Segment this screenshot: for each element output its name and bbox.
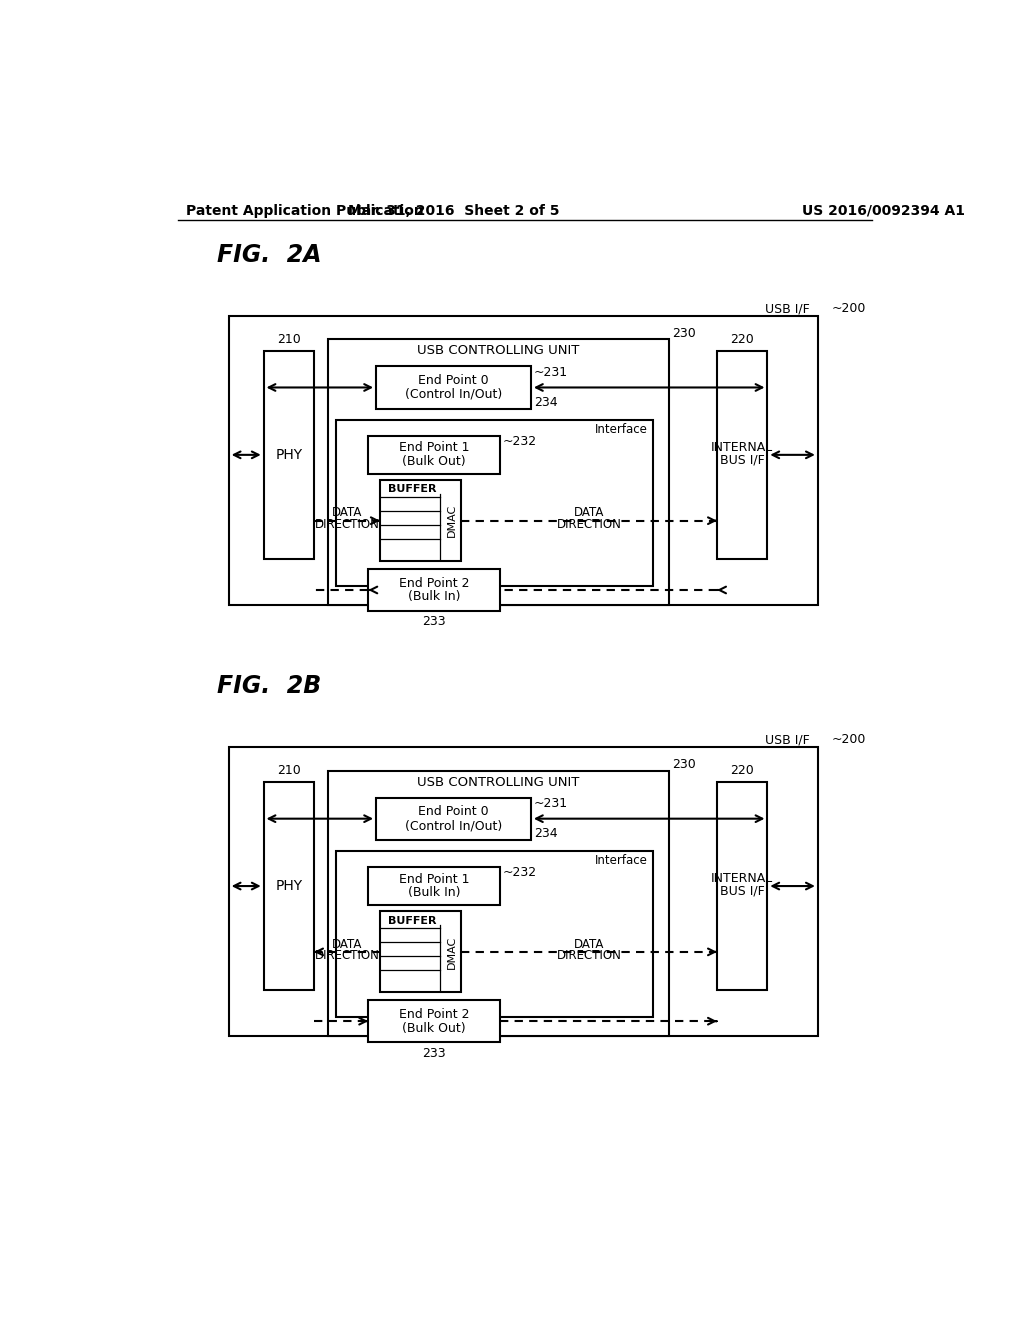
Text: 234: 234 xyxy=(535,828,558,841)
Text: (Bulk In): (Bulk In) xyxy=(408,590,461,603)
Text: 230: 230 xyxy=(672,758,695,771)
Text: DATA: DATA xyxy=(573,937,604,950)
Text: BUFFER: BUFFER xyxy=(388,484,436,495)
Text: End Point 0: End Point 0 xyxy=(418,374,488,387)
Text: DIRECTION: DIRECTION xyxy=(557,949,622,962)
Text: INTERNAL: INTERNAL xyxy=(711,441,773,454)
Bar xyxy=(228,317,818,605)
Text: DMAC: DMAC xyxy=(446,504,457,537)
Bar xyxy=(263,781,314,990)
Text: DATA: DATA xyxy=(332,937,362,950)
Text: (Bulk In): (Bulk In) xyxy=(408,887,461,899)
Text: DIRECTION: DIRECTION xyxy=(314,949,379,962)
Text: (Control In/Out): (Control In/Out) xyxy=(404,820,502,832)
Text: PHY: PHY xyxy=(275,879,302,894)
Text: BUS I/F: BUS I/F xyxy=(720,884,765,898)
Bar xyxy=(376,797,531,840)
Text: End Point 1: End Point 1 xyxy=(399,441,469,454)
Text: (Bulk Out): (Bulk Out) xyxy=(402,1022,466,1035)
Bar xyxy=(380,480,461,561)
Text: Patent Application Publication: Patent Application Publication xyxy=(186,203,424,218)
Bar xyxy=(376,367,531,409)
Text: (Control In/Out): (Control In/Out) xyxy=(404,388,502,401)
Bar xyxy=(369,1001,500,1043)
Text: Interface: Interface xyxy=(594,422,647,436)
Bar xyxy=(369,867,500,906)
Text: USB I/F: USB I/F xyxy=(765,733,810,746)
Text: USB CONTROLLING UNIT: USB CONTROLLING UNIT xyxy=(417,345,580,358)
Text: (Bulk Out): (Bulk Out) xyxy=(402,455,466,469)
Text: ~231: ~231 xyxy=(535,366,568,379)
Text: Mar. 31, 2016  Sheet 2 of 5: Mar. 31, 2016 Sheet 2 of 5 xyxy=(348,203,559,218)
Text: 230: 230 xyxy=(672,326,695,339)
Text: ~200: ~200 xyxy=(831,733,866,746)
Bar xyxy=(717,351,767,558)
Text: BUS I/F: BUS I/F xyxy=(720,454,765,467)
Text: ~200: ~200 xyxy=(831,302,866,315)
Text: 220: 220 xyxy=(730,764,754,777)
Bar xyxy=(380,911,461,993)
Bar xyxy=(369,436,500,474)
Bar xyxy=(228,747,818,1036)
Text: DIRECTION: DIRECTION xyxy=(314,517,379,531)
Text: PHY: PHY xyxy=(275,447,302,462)
Text: End Point 2: End Point 2 xyxy=(399,1007,469,1020)
Text: DMAC: DMAC xyxy=(446,936,457,969)
Text: US 2016/0092394 A1: US 2016/0092394 A1 xyxy=(802,203,966,218)
Text: End Point 0: End Point 0 xyxy=(418,805,488,818)
Text: BUFFER: BUFFER xyxy=(388,916,436,925)
Text: 234: 234 xyxy=(535,396,558,409)
Text: ~231: ~231 xyxy=(535,797,568,810)
Text: End Point 2: End Point 2 xyxy=(399,577,469,590)
Text: 220: 220 xyxy=(730,333,754,346)
Text: FIG.  2B: FIG. 2B xyxy=(217,673,322,698)
Text: 233: 233 xyxy=(422,1047,445,1060)
Text: DIRECTION: DIRECTION xyxy=(557,517,622,531)
Text: 210: 210 xyxy=(276,333,301,346)
Text: ~232: ~232 xyxy=(503,866,538,879)
Bar xyxy=(336,851,653,1016)
Text: USB CONTROLLING UNIT: USB CONTROLLING UNIT xyxy=(417,776,580,788)
Bar xyxy=(328,771,669,1036)
Bar xyxy=(336,420,653,586)
Bar xyxy=(369,569,500,611)
Bar xyxy=(328,339,669,605)
Text: FIG.  2A: FIG. 2A xyxy=(217,243,322,267)
Text: INTERNAL: INTERNAL xyxy=(711,871,773,884)
Bar xyxy=(717,781,767,990)
Text: 233: 233 xyxy=(422,615,445,628)
Text: End Point 1: End Point 1 xyxy=(399,873,469,886)
Bar xyxy=(263,351,314,558)
Text: Interface: Interface xyxy=(594,854,647,867)
Text: DATA: DATA xyxy=(573,507,604,520)
Text: 210: 210 xyxy=(276,764,301,777)
Text: USB I/F: USB I/F xyxy=(765,302,810,315)
Text: ~232: ~232 xyxy=(503,436,538,449)
Text: DATA: DATA xyxy=(332,507,362,520)
